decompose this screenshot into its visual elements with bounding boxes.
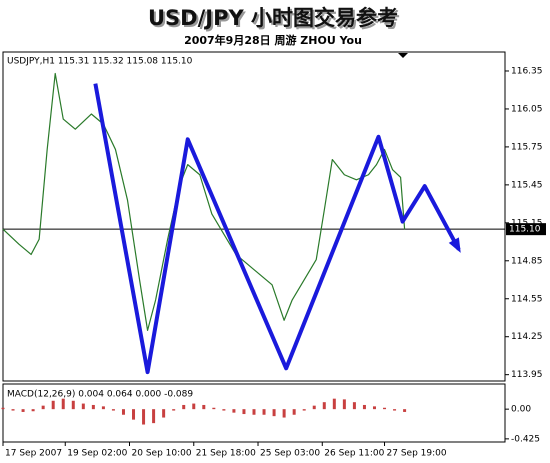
- price-info: USDJPY,H1 115.31 115.32 115.08 115.10: [7, 57, 193, 67]
- x-tick-label: 21 Sep 18:00: [196, 449, 256, 459]
- macd-bar: [403, 409, 407, 412]
- x-tick-label: 27 Sep 19:00: [387, 449, 447, 459]
- price-panel: [2, 51, 506, 382]
- macd-bar: [61, 398, 65, 410]
- macd-bar: [352, 402, 356, 410]
- x-tick-label: 25 Sep 03:00: [260, 449, 320, 459]
- x-tick-label: 19 Sep 02:00: [67, 449, 127, 459]
- macd-panel: [2, 383, 506, 443]
- macd-bar: [222, 409, 226, 411]
- macd-bar: [383, 407, 387, 410]
- macd-bar: [282, 409, 286, 418]
- macd-bar: [252, 409, 256, 415]
- macd-bar: [152, 409, 156, 424]
- macd-bar: [11, 409, 15, 411]
- x-tick-label: 17 Sep 2007: [5, 449, 62, 459]
- macd-bar: [393, 409, 397, 411]
- price-line: [2, 72, 406, 331]
- macd-bar: [192, 403, 196, 410]
- macd-bar: [342, 399, 346, 410]
- y-tick-label: 116.35: [511, 66, 543, 76]
- macd-bar: [302, 409, 306, 411]
- macd-bar: [31, 409, 35, 412]
- macd-bar: [142, 409, 146, 425]
- macd-bar: [51, 400, 55, 410]
- macd-bar: [322, 402, 326, 410]
- x-tick-label: 20 Sep 10:00: [132, 449, 192, 459]
- macd-bar: [71, 400, 75, 410]
- macd-bar: [162, 409, 166, 418]
- y-tick-label: 115.45: [511, 180, 543, 190]
- current-price-box: [506, 223, 546, 236]
- macd-bar: [1, 407, 5, 410]
- y-tick-label: -0.425: [511, 434, 540, 444]
- macd-bar: [262, 409, 266, 415]
- macd-bar: [242, 409, 246, 415]
- macd-bar: [212, 407, 216, 410]
- macd-bar: [332, 398, 336, 410]
- y-tick-label: 115.75: [511, 142, 543, 152]
- macd-bar: [41, 405, 45, 410]
- macd-bar: [182, 404, 186, 410]
- macd-bar: [362, 404, 366, 410]
- x-tick-label: 26 Sep 11:00: [324, 449, 384, 459]
- arrow-head: [448, 237, 461, 253]
- chart-title: USD/JPY 小时图交易参考: [148, 6, 398, 30]
- macd-bar: [312, 405, 316, 410]
- zigzag-projection: [93, 83, 461, 375]
- macd-bar: [272, 409, 276, 417]
- y-tick-label: 114.25: [511, 332, 543, 342]
- macd-bar: [101, 406, 105, 410]
- y-tick-label: 116.05: [511, 104, 543, 114]
- chart-title-shadow: USD/JPY 小时图交易参考: [150, 8, 400, 32]
- macd-info: MACD(12,26,9) 0.004 0.064 0.000 -0.089: [7, 390, 193, 400]
- current-price-label: 115.10: [509, 225, 541, 235]
- y-tick-label: 114.55: [511, 294, 543, 304]
- y-tick-label: 114.85: [511, 256, 543, 266]
- macd-bar: [292, 409, 296, 415]
- y-tick-label: 113.95: [511, 370, 543, 380]
- macd-bar: [232, 409, 236, 413]
- macd-bar: [202, 404, 206, 410]
- macd-bar: [81, 403, 85, 410]
- macd-bar: [172, 409, 176, 411]
- macd-bar: [21, 409, 25, 412]
- macd-bar: [111, 409, 115, 411]
- shift-marker: [398, 53, 408, 58]
- y-tick-label: 0.00: [511, 405, 531, 415]
- chart-subtitle: 2007年9月28日 周游 ZHOU You: [184, 33, 362, 47]
- macd-bar: [121, 409, 125, 415]
- macd-bar: [132, 409, 136, 420]
- macd-bar: [91, 404, 95, 410]
- macd-bar: [372, 406, 376, 410]
